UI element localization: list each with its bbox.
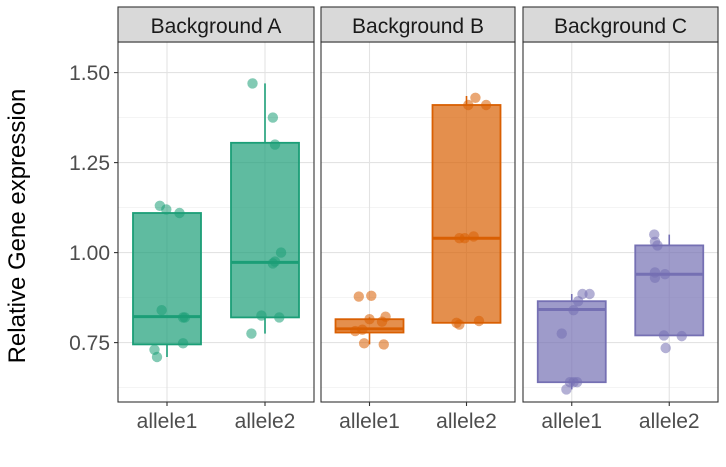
facet-strip [320,6,516,43]
data-point [269,139,281,150]
box-allele1 [132,200,202,363]
box-allele1 [334,290,405,350]
data-point [459,233,470,244]
data-point [676,330,687,342]
data-point [179,312,191,323]
data-point [451,317,462,328]
data-point [463,99,474,111]
box-iqr [634,244,705,337]
facet-strip-label: Background A [151,15,282,38]
y-axis-title: Relative Gene expression [4,89,31,364]
box-allele2 [431,92,502,330]
data-point [376,316,388,327]
data-point [652,240,663,251]
box-iqr [132,212,202,346]
x-tick-label: allele2 [436,410,497,433]
data-point [658,330,670,341]
x-tick-label: allele2 [639,410,700,433]
box-allele1 [536,288,607,395]
data-point [275,247,287,258]
data-point [174,207,185,219]
data-point [357,324,368,335]
data-point [659,269,671,280]
data-point [161,204,172,215]
box-iqr [431,104,502,324]
data-point [358,338,370,349]
x-tick-label: allele1 [541,410,602,433]
facet-strip [117,6,315,43]
data-point [151,351,163,363]
data-point [267,258,279,269]
data-point [568,305,579,316]
y-tick-label: 0.75 [69,332,110,355]
facet-panel: Background B allele1 allele2 [320,6,516,433]
y-tick-label: 1.25 [69,152,110,175]
data-point [274,312,285,323]
data-point [267,112,279,123]
facet-strip-label: Background C [554,15,687,38]
data-point [480,99,492,111]
y-tick-label: 1.50 [69,62,110,85]
data-point [468,231,479,242]
box-allele2 [634,229,705,354]
x-tick-label: allele1 [339,410,400,433]
data-point [366,290,377,301]
facet-panel: Background C allele1 allele2 [522,6,719,433]
facet-panel: Background A allele1 allele2 [117,6,315,433]
facet-strip [522,6,719,43]
box-allele2 [230,78,300,339]
data-point [561,384,572,395]
x-tick-label: allele1 [137,410,198,433]
data-point [378,339,389,350]
data-point [473,315,485,327]
data-point [177,338,189,349]
data-point [256,310,267,321]
data-point [568,377,579,388]
facet-strip-label: Background B [352,15,484,38]
data-point [246,328,257,339]
data-point [584,288,595,300]
data-point [364,314,375,325]
data-point [470,92,481,104]
data-point [660,342,671,354]
y-axis: 0.75 1.00 1.25 1.50 [69,62,118,355]
box-iqr [230,141,300,319]
data-point [247,78,258,89]
x-tick-label: allele2 [235,410,296,433]
data-point [353,291,364,302]
data-point [649,272,661,283]
data-point [556,328,567,339]
data-point [156,305,167,316]
facet-panels: Background A allele1 allele2 Background B al… [117,6,719,433]
data-point [572,296,584,307]
y-tick-label: 1.00 [69,242,110,265]
